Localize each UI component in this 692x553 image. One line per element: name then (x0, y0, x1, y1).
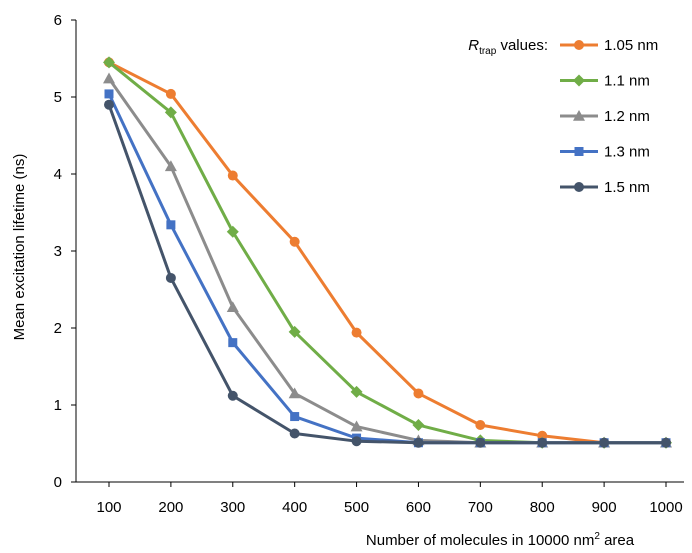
data-point (290, 412, 300, 422)
data-point (288, 325, 301, 338)
data-point (475, 420, 486, 431)
legend-entry-label: 1.5 nm (604, 179, 650, 196)
y-tick-label: 0 (54, 474, 62, 491)
data-point (350, 420, 363, 432)
y-tick-label: 1 (54, 397, 62, 414)
data-point (227, 390, 238, 401)
legend-title-subscript: trap (479, 46, 497, 57)
data-point (228, 338, 238, 348)
data-point (475, 437, 486, 448)
y-tick-label: 2 (54, 320, 62, 337)
y-tick-label: 5 (54, 89, 62, 106)
series-line (107, 93, 666, 445)
data-point (350, 385, 363, 398)
data-point (412, 419, 425, 432)
data-point (599, 437, 610, 448)
series-1-5-nm (104, 99, 671, 448)
series-1-3-nm (104, 89, 671, 448)
legend-swatch-marker (573, 110, 585, 121)
series-line (107, 104, 666, 445)
axes (75, 20, 684, 483)
data-point (351, 436, 362, 447)
x-axis-label-tail: area (600, 532, 635, 549)
legend-title-tail: values: (496, 37, 548, 54)
data-point (289, 236, 300, 247)
legend-title-main: R (468, 37, 479, 54)
x-tick-label: 800 (530, 499, 555, 516)
legend-entry-label: 1.1 nm (604, 73, 650, 90)
y-tick-label: 3 (54, 243, 62, 260)
y-axis-label: Mean excitation lifetime (ns) (11, 154, 28, 341)
x-tick-label: 300 (220, 499, 245, 516)
x-axis-label-main: Number of molecules in 10000 nm (366, 532, 594, 549)
data-point (226, 225, 239, 238)
x-axis-label-superscript: 2 (594, 531, 600, 542)
data-point (104, 99, 114, 110)
series-1-05-nm (104, 57, 671, 448)
legend-swatch-marker (573, 74, 585, 87)
legend-entry-label: 1.2 nm (604, 108, 650, 125)
y-ticks: 0 1 2 3 4 5 6 (54, 12, 76, 491)
x-tick-label: 1000 (649, 499, 682, 516)
data-point (537, 437, 548, 448)
data-point (166, 220, 176, 230)
data-point (413, 437, 424, 448)
legend-swatch-marker (574, 147, 584, 156)
legend-swatch-marker (574, 182, 584, 192)
y-tick-label: 4 (54, 166, 62, 183)
data-point (165, 88, 176, 99)
legend-title: Rtrap values: (468, 37, 548, 57)
x-ticks: 100 200 300 400 500 600 700 800 900 1000 (96, 482, 683, 516)
data-point (164, 160, 177, 172)
x-tick-label: 500 (344, 499, 369, 516)
series-line (108, 61, 666, 445)
y-tick-label: 6 (54, 12, 62, 29)
x-tick-label: 700 (468, 499, 493, 516)
data-point (104, 89, 114, 99)
data-point (103, 56, 115, 69)
data-point (164, 106, 177, 119)
data-point (413, 388, 424, 399)
data-point (288, 387, 301, 399)
x-axis-label: Number of molecules in 10000 nm2 area (366, 531, 635, 549)
x-tick-label: 100 (96, 499, 121, 516)
x-tick-label: 200 (158, 499, 183, 516)
data-point (661, 437, 671, 448)
x-tick-label: 400 (282, 499, 307, 516)
series-layer (103, 56, 672, 449)
data-point (289, 428, 300, 439)
legend-entry-label: 1.05 nm (604, 37, 658, 54)
legend-swatch-marker (574, 40, 584, 50)
data-point (226, 301, 239, 313)
data-point (351, 327, 362, 338)
x-tick-label: 600 (406, 499, 431, 516)
series-line (107, 77, 666, 445)
data-point (103, 72, 115, 84)
data-point (165, 272, 176, 283)
data-point (227, 170, 238, 181)
x-tick-label: 900 (592, 499, 617, 516)
legend: Rtrap values: 1.05 nm 1.1 nm 1.2 nm 1.3 nm 1.… (468, 37, 658, 196)
legend-entry-label: 1.3 nm (604, 144, 650, 161)
